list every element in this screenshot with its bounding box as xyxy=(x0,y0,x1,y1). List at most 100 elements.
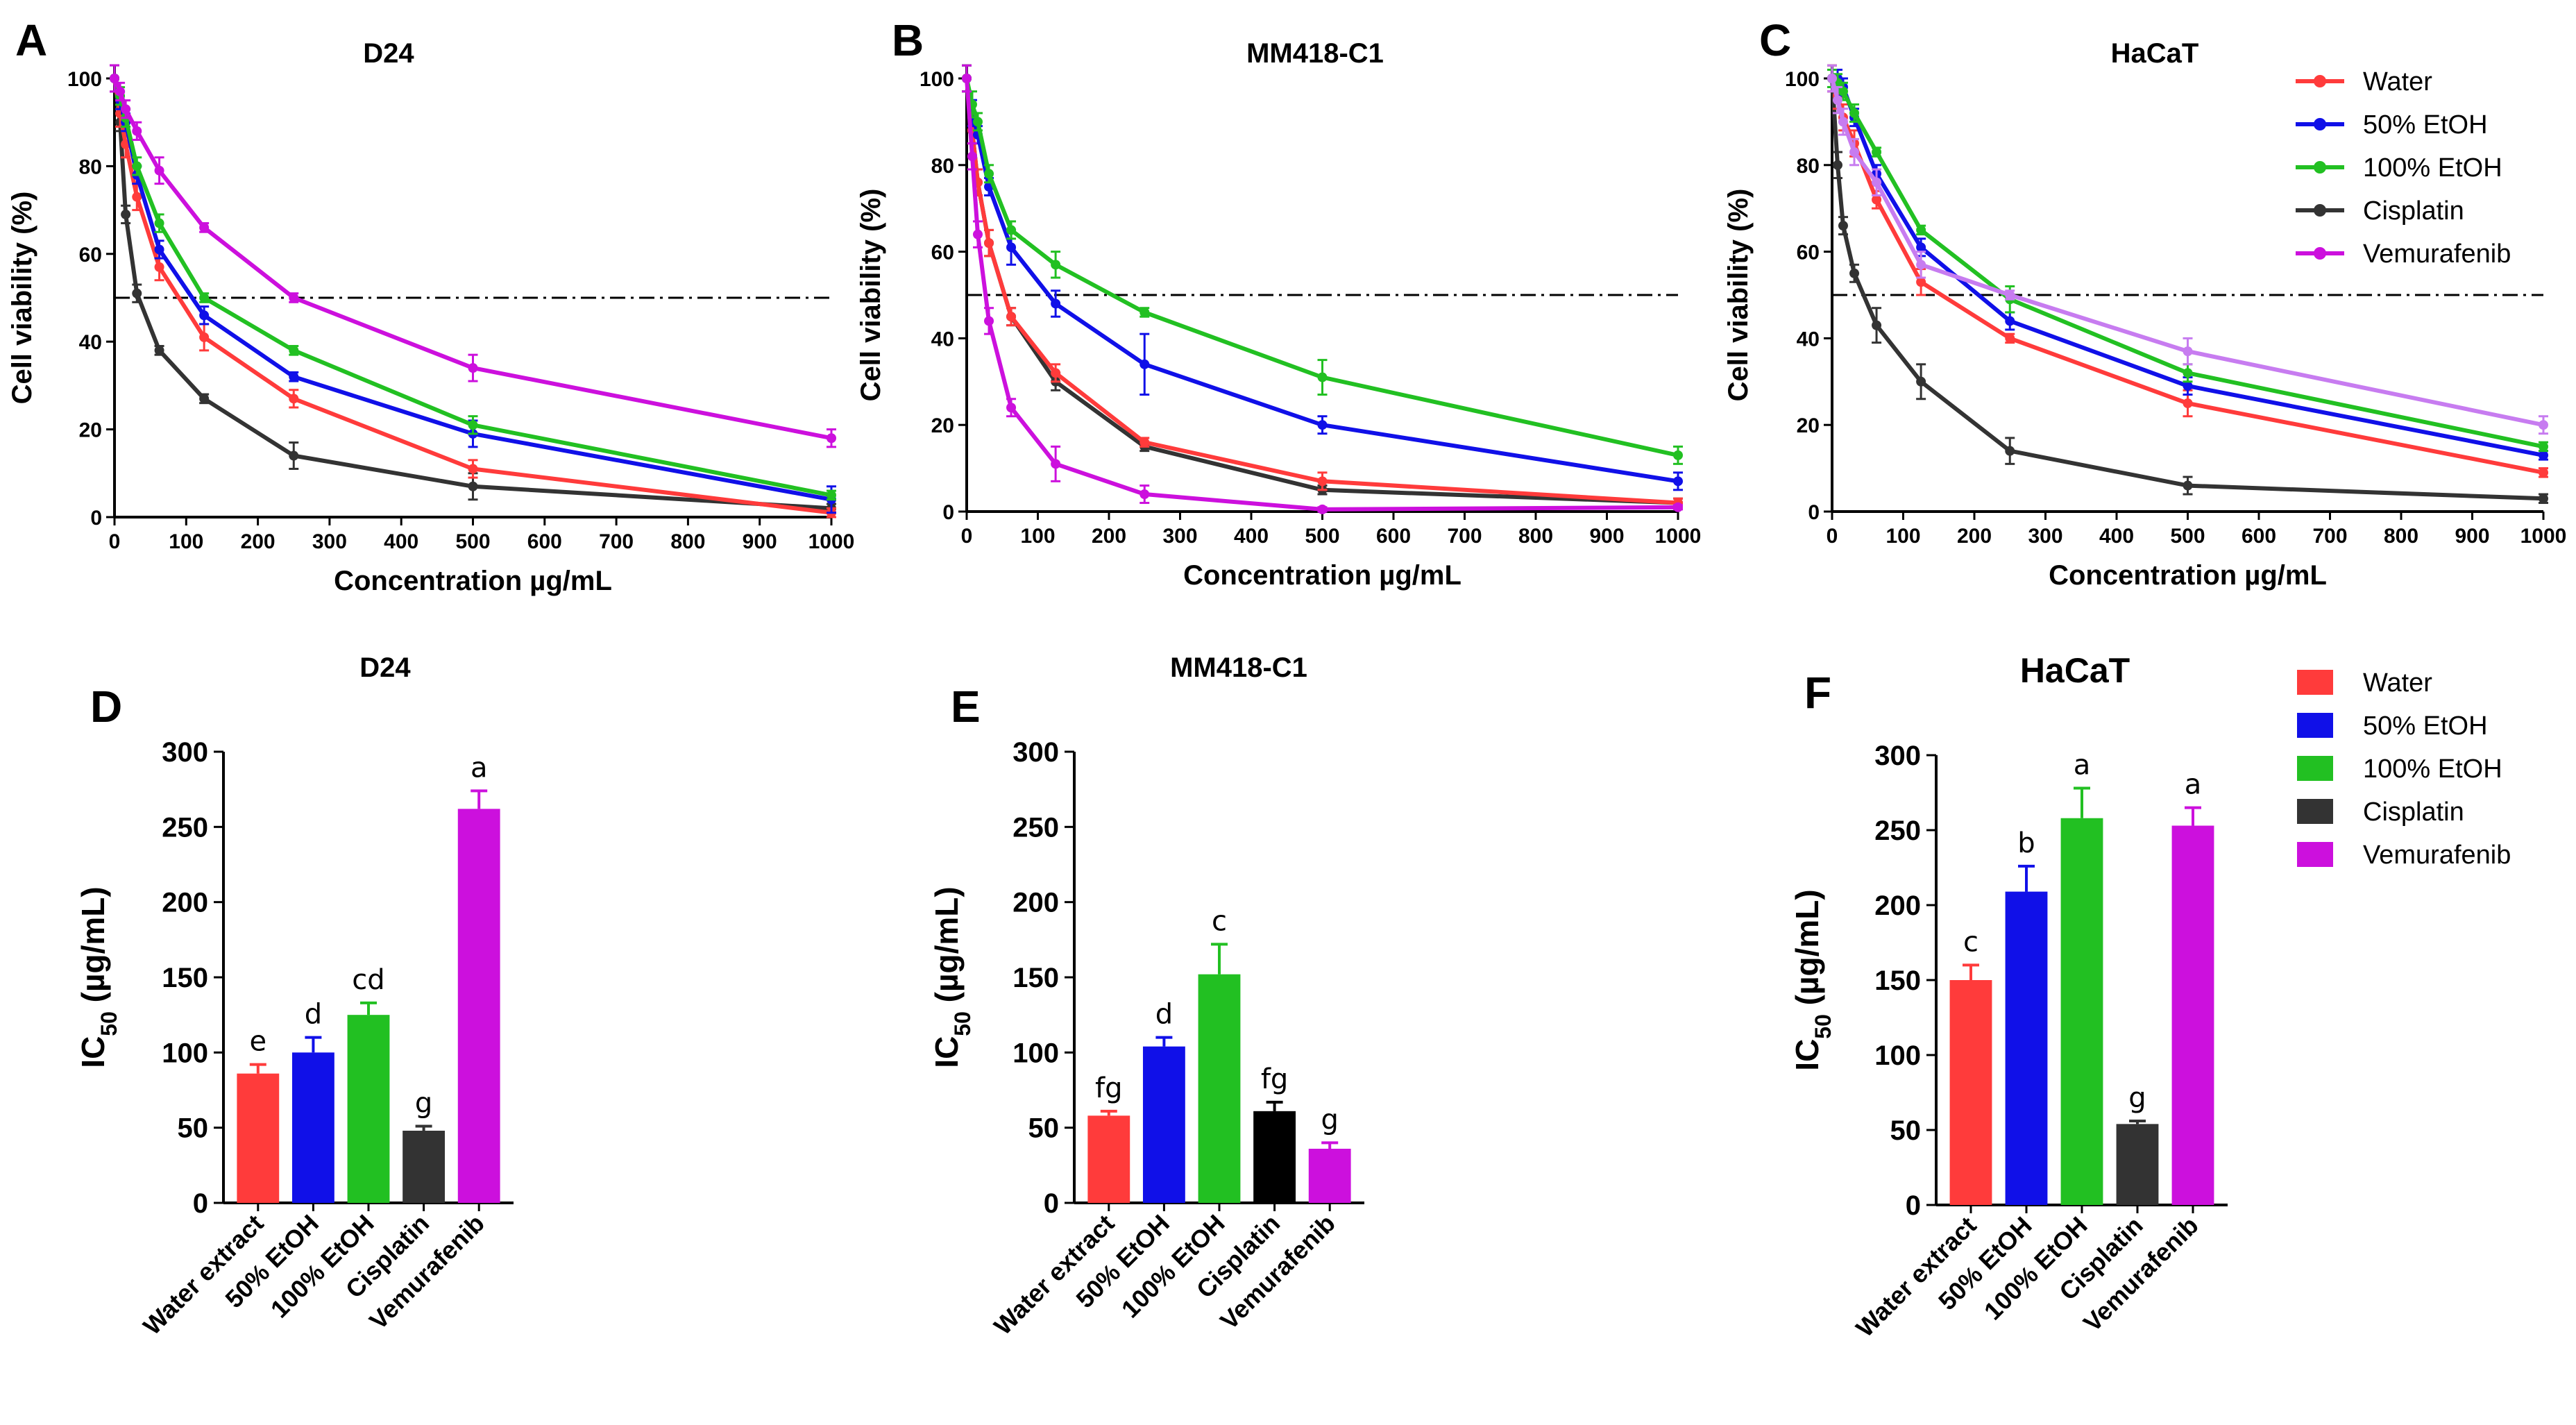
x-tick-label: 700 xyxy=(599,530,634,553)
data-point xyxy=(1139,489,1150,500)
data-point xyxy=(2005,333,2015,344)
y-tick-label: 150 xyxy=(162,963,208,993)
legend-label-50-etoh: 50% EtOH xyxy=(2363,110,2488,140)
legend-label-vemurafenib: Vemurafenib xyxy=(2363,239,2511,269)
y-tick-label: 60 xyxy=(1797,242,1820,264)
panel-letter: A xyxy=(15,15,47,65)
data-point xyxy=(2183,368,2193,378)
data-point xyxy=(1051,298,1061,309)
legend-label-cisplatin: Cisplatin xyxy=(2363,798,2464,827)
y-tick-label: 200 xyxy=(1874,891,1921,921)
x-tick-label: 200 xyxy=(1957,525,1992,548)
bar-vemurafenib xyxy=(2171,825,2214,1205)
bar-vemurafenib xyxy=(1308,1149,1351,1203)
data-point xyxy=(1832,160,1842,170)
series-50-etoh xyxy=(110,64,836,514)
y-tick-label: 20 xyxy=(79,419,102,442)
x-tick-label: 700 xyxy=(1447,525,1482,548)
data-point xyxy=(2005,316,2015,326)
significance-letter: g xyxy=(1321,1104,1339,1136)
data-point xyxy=(110,74,119,83)
data-point xyxy=(1838,86,1848,96)
y-tick-label: 300 xyxy=(1874,741,1921,771)
legend-label-water: Water xyxy=(2363,668,2432,698)
data-point xyxy=(1317,476,1328,487)
chart-title: D24 xyxy=(363,38,414,69)
data-point xyxy=(468,420,478,430)
data-point xyxy=(289,394,299,404)
data-point xyxy=(115,86,126,96)
data-point xyxy=(199,394,210,404)
data-point xyxy=(1849,147,1860,158)
x-tick-label: 100 xyxy=(1020,525,1055,548)
y-label-unit: (µg/mL) xyxy=(75,886,111,1011)
data-point xyxy=(984,316,994,326)
y-label-ic: IC xyxy=(929,1036,965,1068)
data-point xyxy=(1916,260,1926,270)
panel-letter: F xyxy=(1804,668,1831,718)
data-point xyxy=(121,104,131,115)
significance-letter: a xyxy=(2074,750,2091,782)
x-tick-label: 600 xyxy=(2242,525,2276,548)
panel-c: C HaCaT 0 100 200 300 400 500 600 700 800 900 1000 0 2… xyxy=(1723,15,2566,591)
data-point xyxy=(2005,446,2015,456)
x-tick-label: 100 xyxy=(1886,525,1920,548)
y-tick-label: 100 xyxy=(162,1038,208,1068)
legend-marker-water xyxy=(2314,75,2326,87)
y-tick-label: 150 xyxy=(1874,966,1921,996)
data-point xyxy=(154,218,164,228)
significance-letter: d xyxy=(1155,999,1173,1031)
x-tick-label: 1000 xyxy=(2520,525,2567,548)
y-tick-label: 100 xyxy=(1785,68,1820,91)
y-tick-label: 300 xyxy=(162,737,208,768)
bar-50-etoh xyxy=(291,1052,334,1203)
x-tick-label: 500 xyxy=(1305,525,1339,548)
data-point xyxy=(1916,376,1926,387)
y-tick-label: 50 xyxy=(1028,1113,1060,1144)
data-point xyxy=(1673,502,1683,512)
bar-cisplatin xyxy=(2116,1124,2159,1205)
y-tick-label: 0 xyxy=(90,507,102,530)
bar-cisplatin xyxy=(402,1131,446,1203)
bar-vemurafenib xyxy=(457,809,500,1203)
chart-title: MM418-C1 xyxy=(1170,652,1307,683)
y-axis-label: IC50 (µg/mL) xyxy=(929,886,975,1068)
significance-letter: g xyxy=(2128,1082,2146,1114)
y-tick-label: 40 xyxy=(1797,328,1820,351)
bar-water-extract xyxy=(1949,980,1992,1205)
x-tick-label: 200 xyxy=(1092,525,1126,548)
legend-marker-50-etoh xyxy=(2314,118,2326,130)
x-tick-label: 600 xyxy=(1376,525,1411,548)
y-tick-label: 60 xyxy=(79,244,102,267)
data-point xyxy=(289,371,299,382)
data-point xyxy=(289,450,299,461)
legend-label-100-etoh: 100% EtOH xyxy=(2363,754,2502,784)
data-point xyxy=(154,244,164,255)
data-point xyxy=(132,288,142,298)
data-point xyxy=(2183,480,2193,491)
y-tick-label: 200 xyxy=(1012,888,1059,918)
series-50-etoh xyxy=(962,64,1683,491)
significance-letter: d xyxy=(305,999,322,1031)
data-point xyxy=(1827,74,1837,83)
data-point xyxy=(1051,459,1061,469)
chart-title: HaCaT xyxy=(2020,651,2130,690)
data-point xyxy=(1006,403,1017,413)
data-point xyxy=(154,165,164,176)
data-point xyxy=(1872,177,1882,187)
data-point xyxy=(2005,290,2015,300)
data-point xyxy=(154,262,164,272)
data-point xyxy=(1673,450,1683,460)
data-point xyxy=(1051,260,1061,270)
legend-marker-cisplatin xyxy=(2314,204,2326,217)
data-point xyxy=(1872,147,1882,158)
data-point xyxy=(1916,242,1926,253)
data-point xyxy=(1006,312,1017,322)
data-point xyxy=(972,229,983,239)
y-tick-label: 80 xyxy=(1797,155,1820,178)
x-tick-label: 900 xyxy=(743,530,777,553)
y-label-subscript: 50 xyxy=(96,1011,121,1036)
y-tick-label: 50 xyxy=(1890,1115,1922,1146)
bar-water-extract xyxy=(1087,1115,1130,1203)
